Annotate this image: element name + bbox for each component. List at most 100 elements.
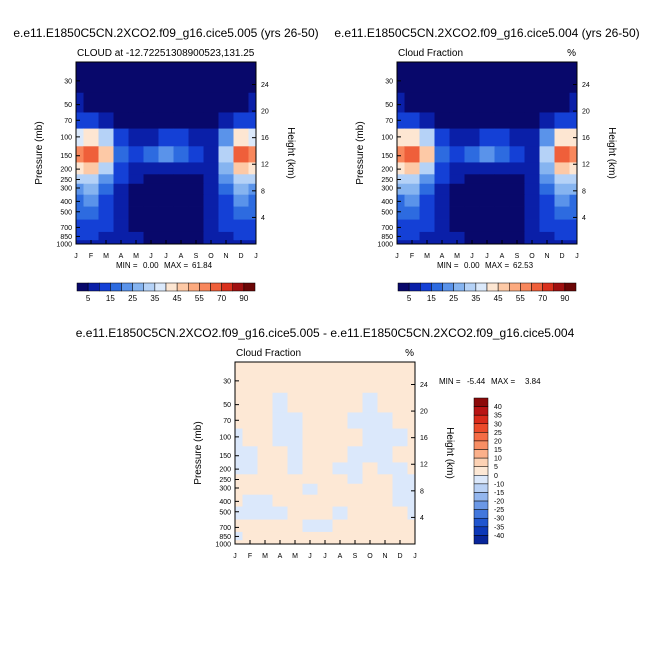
heatmap-cell xyxy=(83,162,99,175)
colorbar-label: 25 xyxy=(128,294,137,303)
colorbar-label: -15 xyxy=(494,490,504,497)
colorbar-swatch xyxy=(531,282,543,292)
heatmap-cell xyxy=(392,362,408,394)
heatmap-cell xyxy=(509,194,525,207)
heatmap-cell xyxy=(434,92,450,113)
heatmap-cell xyxy=(272,446,288,463)
heatmap-cell xyxy=(76,206,84,220)
heatmap-cell xyxy=(377,428,393,447)
x-tick-label: D xyxy=(238,253,243,260)
panel-subtitle: Cloud Fraction xyxy=(236,348,301,359)
heatmap-cell xyxy=(83,206,99,220)
x-tick-label: S xyxy=(353,553,358,560)
heatmap-cell xyxy=(539,231,555,241)
panel-3: e.e11.E1850C5CN.2XCO2.f09_g16.cice5.005 … xyxy=(76,326,575,560)
heatmap-cell xyxy=(257,462,273,475)
heatmap-cell xyxy=(524,162,540,175)
y-tick-label: 70 xyxy=(64,118,72,125)
colorbar-label: -25 xyxy=(494,507,504,514)
y-right-tick-label: 24 xyxy=(582,82,590,89)
heatmap-cell xyxy=(524,219,540,233)
heatmap-cell xyxy=(449,146,465,163)
heatmap-cell xyxy=(235,506,243,520)
heatmap-cell xyxy=(83,92,99,113)
heatmap-cell xyxy=(554,112,570,129)
heatmap-cell xyxy=(332,362,348,394)
heatmap-cell xyxy=(347,446,363,463)
y-tick-label: 30 xyxy=(385,78,393,85)
heatmap-cell xyxy=(188,146,204,163)
heatmap-cell xyxy=(464,112,480,129)
heatmap-cell xyxy=(128,92,144,113)
heatmap-cell xyxy=(332,446,348,463)
y-right-tick-label: 12 xyxy=(582,162,590,169)
heatmap-cell xyxy=(464,231,480,241)
y-right-tick-label: 8 xyxy=(582,188,586,195)
colorbar-swatch xyxy=(520,282,532,292)
heatmap-cell xyxy=(332,474,348,485)
colorbar-swatch xyxy=(210,282,222,292)
heatmap-cell xyxy=(392,494,408,507)
colorbar-swatch xyxy=(473,457,489,467)
x-tick-label: A xyxy=(500,253,505,260)
panel-subtitle: Cloud Fraction xyxy=(398,48,463,59)
heatmap-cell xyxy=(233,146,249,163)
heatmap-cell xyxy=(524,194,540,207)
heatmap-cell xyxy=(302,462,318,475)
heatmap-cell xyxy=(509,183,525,196)
heatmap-cell xyxy=(407,474,416,485)
panel-title: e.e11.E1850C5CN.2XCO2.f09_g16.cice5.005 … xyxy=(76,326,575,340)
heatmap-cell xyxy=(419,62,435,94)
y-tick-label: 300 xyxy=(381,185,393,192)
heatmap-cell xyxy=(392,446,408,463)
heatmap-cell xyxy=(419,128,435,147)
heatmap-cell xyxy=(272,531,288,541)
heatmap-cell xyxy=(287,531,303,541)
heatmap-cell xyxy=(362,428,378,447)
heatmap-cell xyxy=(113,162,129,175)
x-tick-label: J xyxy=(470,253,474,260)
heatmap-cell xyxy=(392,428,408,447)
heatmap-cell xyxy=(377,506,393,520)
heatmap-cell xyxy=(407,494,416,507)
heatmap-cell xyxy=(302,531,318,541)
heatmap-cell xyxy=(404,146,420,163)
heatmap-cell xyxy=(143,128,159,147)
heatmap-cell xyxy=(203,92,219,113)
heatmap-cell xyxy=(233,162,249,175)
heatmap-cell xyxy=(539,92,555,113)
colorbar-label: 20 xyxy=(494,438,502,445)
heatmap-cell xyxy=(173,231,189,241)
heatmap-cell xyxy=(362,531,378,541)
heatmap-cell xyxy=(554,162,570,175)
heatmap-cell xyxy=(407,483,416,496)
y-tick-label: 1000 xyxy=(56,242,72,249)
y-tick-label: 500 xyxy=(219,509,231,516)
x-tick-label: J xyxy=(485,253,489,260)
heatmap-cell xyxy=(554,128,570,147)
y-right-tick-label: 24 xyxy=(261,82,269,89)
heatmap-cell xyxy=(83,174,99,185)
heatmap-cell xyxy=(128,183,144,196)
heatmap-cell xyxy=(419,231,435,241)
heatmap-cell xyxy=(257,392,273,413)
heatmap-cell xyxy=(539,112,555,129)
heatmap-cell xyxy=(539,128,555,147)
heatmap-cell xyxy=(83,146,99,163)
y-right-tick-label: 16 xyxy=(261,135,269,142)
x-tick-label: O xyxy=(529,253,535,260)
stat-min-value: -5.44 xyxy=(467,377,486,386)
heatmap-cell xyxy=(287,362,303,394)
heatmap-cell xyxy=(76,162,84,175)
heatmap-cell xyxy=(397,240,405,245)
stat-min-label: MIN = xyxy=(439,377,461,386)
heatmap-cell xyxy=(158,206,174,220)
heatmap-cell xyxy=(554,92,570,113)
heatmap-cell xyxy=(272,428,288,447)
heatmap-cell xyxy=(569,146,578,163)
heatmap-cell xyxy=(218,206,234,220)
heatmap-cell xyxy=(188,231,204,241)
heatmap-cell xyxy=(419,92,435,113)
heatmap-cell xyxy=(233,92,249,113)
heatmap-cell xyxy=(377,531,393,541)
